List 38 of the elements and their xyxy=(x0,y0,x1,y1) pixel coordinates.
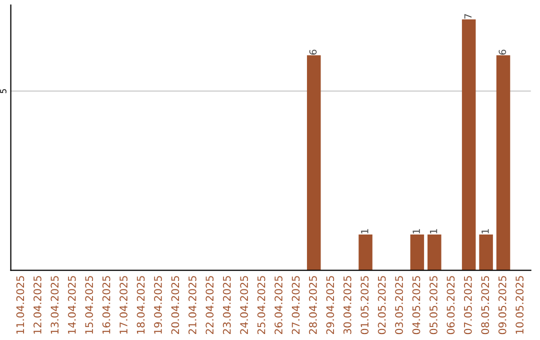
x-tick-label: 10.05.2025 xyxy=(516,276,524,334)
x-tick-label: 22.04.2025 xyxy=(206,276,214,334)
x-tick-label: 18.04.2025 xyxy=(136,276,145,334)
x-tick-label: 14.04.2025 xyxy=(68,276,76,334)
x-tick-label: 12.04.2025 xyxy=(33,276,42,334)
x-tick-label: 03.05.2025 xyxy=(395,276,403,334)
data-label: 1 xyxy=(361,229,368,234)
x-tick-label: 16.04.2025 xyxy=(102,276,110,334)
data-label: 6 xyxy=(309,50,317,55)
x-tick-label: 06.05.2025 xyxy=(446,276,455,334)
y-tick-label: 5 xyxy=(0,89,6,94)
x-tick-label: 25.04.2025 xyxy=(257,276,266,334)
x-tick-label: 23.04.2025 xyxy=(222,276,231,334)
x-tick-label: 11.04.2025 xyxy=(16,276,24,334)
x-tick-label: 04.05.2025 xyxy=(412,276,420,334)
x-tick-label: 21.04.2025 xyxy=(188,276,196,334)
x-tick-label: 30.04.2025 xyxy=(343,276,352,334)
x-tick-label: 02.05.2025 xyxy=(378,276,386,334)
data-label: 1 xyxy=(412,229,420,234)
data-label: 7 xyxy=(464,14,472,19)
x-tick-label: 01.05.2025 xyxy=(360,276,369,334)
x-tick-label: 05.05.2025 xyxy=(430,276,438,334)
data-label: 1 xyxy=(430,229,438,234)
x-tick-label: 09.05.2025 xyxy=(498,276,506,334)
x-tick-label: 08.05.2025 xyxy=(481,276,490,334)
x-tick-label: 28.04.2025 xyxy=(309,276,317,334)
x-tick-label: 26.04.2025 xyxy=(274,276,282,334)
x-tick-label: 19.04.2025 xyxy=(154,276,162,334)
x-tick-label: 17.04.2025 xyxy=(120,276,128,334)
data-label: 6 xyxy=(498,50,506,55)
x-tick-label: 29.04.2025 xyxy=(326,276,334,334)
x-tick-label: 15.04.2025 xyxy=(85,276,94,334)
x-tick-label: 13.04.2025 xyxy=(50,276,59,334)
data-label: 1 xyxy=(482,229,489,234)
x-tick-label: 27.04.2025 xyxy=(292,276,300,334)
x-tick-label: 24.04.2025 xyxy=(240,276,248,334)
x-tick-label: 07.05.2025 xyxy=(464,276,472,334)
x-tick-label: 20.04.2025 xyxy=(171,276,180,334)
